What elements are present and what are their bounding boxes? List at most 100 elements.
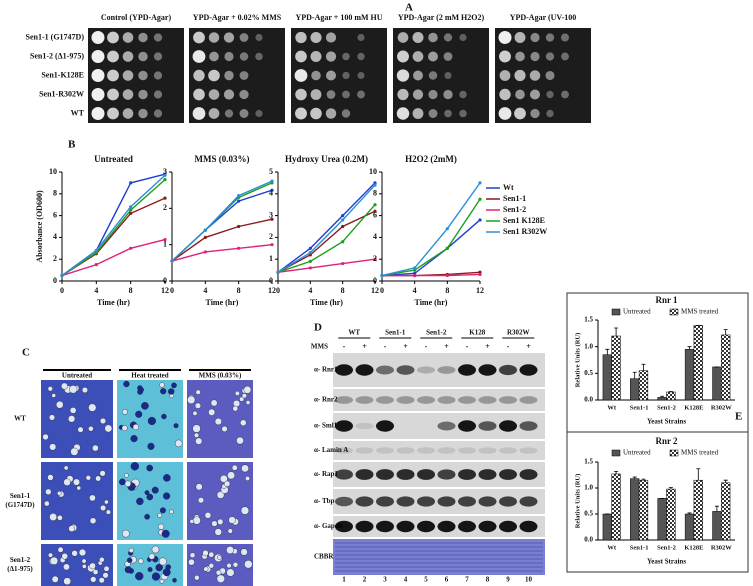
band (437, 496, 456, 507)
y-tick-label: 8 (53, 189, 57, 198)
data-point (308, 251, 312, 255)
row-label: (Δ1-975) (7, 565, 33, 573)
colony-spot (208, 89, 220, 100)
cell (144, 513, 150, 520)
error-bar (668, 487, 673, 490)
cell (77, 426, 84, 433)
y-tick-label: 3 (269, 210, 273, 219)
band (458, 520, 476, 533)
colony-spot (107, 88, 119, 101)
blot-strip (333, 389, 545, 411)
colony-spot (545, 52, 555, 61)
cell (239, 396, 245, 402)
cell (71, 550, 78, 557)
data-point (170, 259, 174, 263)
cell (211, 520, 218, 527)
colony-spot (546, 109, 554, 118)
treatment-mark: - (507, 342, 510, 351)
band (335, 447, 353, 454)
y-tick-label: 2 (269, 232, 273, 241)
colony-spot (397, 50, 409, 63)
cell (99, 470, 106, 477)
cell (122, 409, 128, 415)
colony-spot (397, 32, 409, 43)
cell (194, 402, 202, 409)
data-point (373, 183, 377, 187)
data-point (341, 240, 345, 244)
cell (124, 473, 129, 478)
x-tick-label: 8 (129, 286, 133, 295)
cell (98, 577, 105, 584)
cell (48, 552, 53, 558)
band (396, 447, 415, 454)
data-point (203, 250, 207, 254)
x-axis-label: Time (hr) (206, 298, 239, 307)
cell (148, 553, 155, 560)
band (335, 520, 353, 533)
x-tick-label: R302W (711, 544, 732, 551)
error-bar (687, 346, 692, 350)
colony-spot (325, 108, 337, 119)
bar (602, 513, 612, 541)
cell (100, 504, 107, 511)
data-point (237, 246, 241, 250)
colony-spot (223, 89, 235, 100)
cell (104, 499, 109, 505)
data-point (445, 246, 449, 250)
cell (195, 389, 201, 395)
strain-label: Sen1-2 (Δ1-975) (30, 51, 84, 60)
antibody-label: α- Rnr1 (314, 366, 338, 374)
band (417, 496, 435, 507)
colony-spot (209, 51, 219, 62)
band (499, 496, 517, 507)
cell (161, 529, 170, 538)
band (519, 496, 538, 507)
cell (224, 480, 231, 487)
colony-spot (412, 31, 424, 44)
colony-spot (310, 89, 322, 100)
series-line (277, 204, 376, 273)
lane-number: 2 (363, 576, 367, 584)
cell (92, 444, 99, 452)
colony-spot (499, 88, 511, 101)
colony-spot (530, 32, 540, 43)
x-tick-label: 12 (371, 286, 379, 295)
row-label: WT (14, 415, 26, 423)
cell (208, 563, 214, 569)
colony-spot (239, 109, 249, 118)
cell (226, 563, 232, 569)
colony-spot (498, 107, 512, 120)
band (355, 469, 374, 480)
cell (47, 474, 54, 481)
strain-label: K128 (469, 329, 485, 337)
series-line (382, 273, 481, 277)
colony-spot (530, 108, 540, 119)
y-tick-label: 0 (373, 276, 377, 285)
cell (233, 400, 241, 408)
series-line (277, 182, 376, 273)
cell (124, 480, 132, 487)
band (396, 496, 415, 507)
cell (194, 575, 200, 581)
band (376, 520, 394, 533)
panel-label: A (405, 2, 413, 14)
cell (240, 419, 247, 427)
cell (61, 382, 68, 390)
cell (70, 447, 79, 456)
cell (76, 485, 82, 491)
cell (160, 388, 167, 395)
data-point (380, 273, 384, 278)
error-bar (714, 505, 719, 512)
cell (89, 562, 96, 570)
cell (232, 405, 239, 412)
error-bar (614, 327, 619, 336)
cell (221, 425, 228, 432)
bar (684, 349, 695, 401)
cell (161, 413, 167, 420)
cell (141, 402, 149, 410)
condition-label: YPD-Agar + 0.02% MMS (193, 13, 282, 22)
colony-spot (325, 70, 337, 81)
cell (208, 408, 216, 416)
strain-label: Sen1-K128E (41, 70, 84, 79)
band (519, 520, 538, 533)
